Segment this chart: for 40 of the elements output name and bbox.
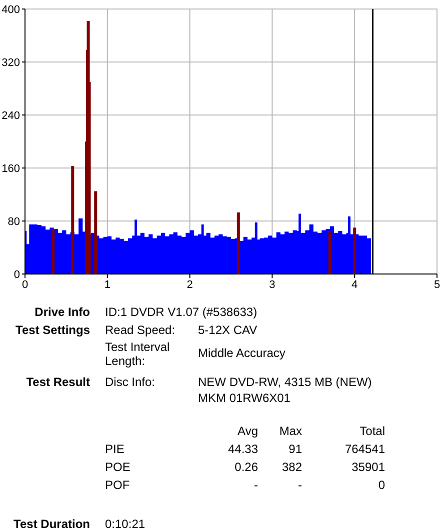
y-tick-label: 400: [2, 4, 20, 16]
y-tick-label: 320: [2, 56, 20, 69]
text: Middle Accuracy: [198, 346, 286, 360]
text: 764541: [344, 442, 385, 456]
text: Total: [358, 424, 385, 438]
x-tick-label: 2: [186, 278, 193, 291]
text: Avg: [236, 424, 258, 438]
text: 0:10:21: [105, 517, 146, 531]
text: NEW DVD-RW, 4315 MB (NEW): [198, 375, 373, 389]
x-tick-label: 4: [352, 278, 358, 291]
text: POE: [105, 460, 132, 474]
text: Disc Info:: [105, 375, 156, 389]
text: 5-12X CAV: [198, 323, 258, 337]
text: Test Settings: [14, 323, 90, 337]
text: Test Duration: [12, 517, 90, 531]
y-tick-label: 0: [14, 268, 20, 281]
text: ID:1 DVDR V1.07 (#538633): [105, 305, 258, 319]
text: Drive Info: [34, 305, 90, 319]
text: 382: [280, 460, 302, 474]
text: -: [297, 478, 302, 492]
text: Max: [278, 424, 302, 438]
text: 35901: [350, 460, 385, 474]
text: PIE: [105, 442, 126, 456]
text: 44.33: [226, 442, 258, 456]
text: 0.26: [234, 460, 258, 474]
y-tick-label: 160: [2, 162, 20, 175]
y-tick-label: 240: [2, 110, 20, 122]
text: POF: [105, 478, 131, 492]
x-tick-label: 3: [269, 278, 276, 291]
x-tick-label: 1: [104, 278, 110, 291]
text: Test Result: [25, 375, 90, 389]
text: MKM 01RW6X01: [198, 391, 292, 405]
text: -: [253, 478, 258, 492]
x-tick-label: 5: [434, 278, 440, 291]
x-tick-label: 0: [22, 278, 28, 291]
text: 91: [288, 442, 302, 456]
text: Read Speed:: [105, 323, 176, 337]
y-tick-label: 80: [8, 216, 20, 228]
text: Test Interval Length:: [105, 340, 171, 368]
text: 0: [377, 478, 385, 492]
